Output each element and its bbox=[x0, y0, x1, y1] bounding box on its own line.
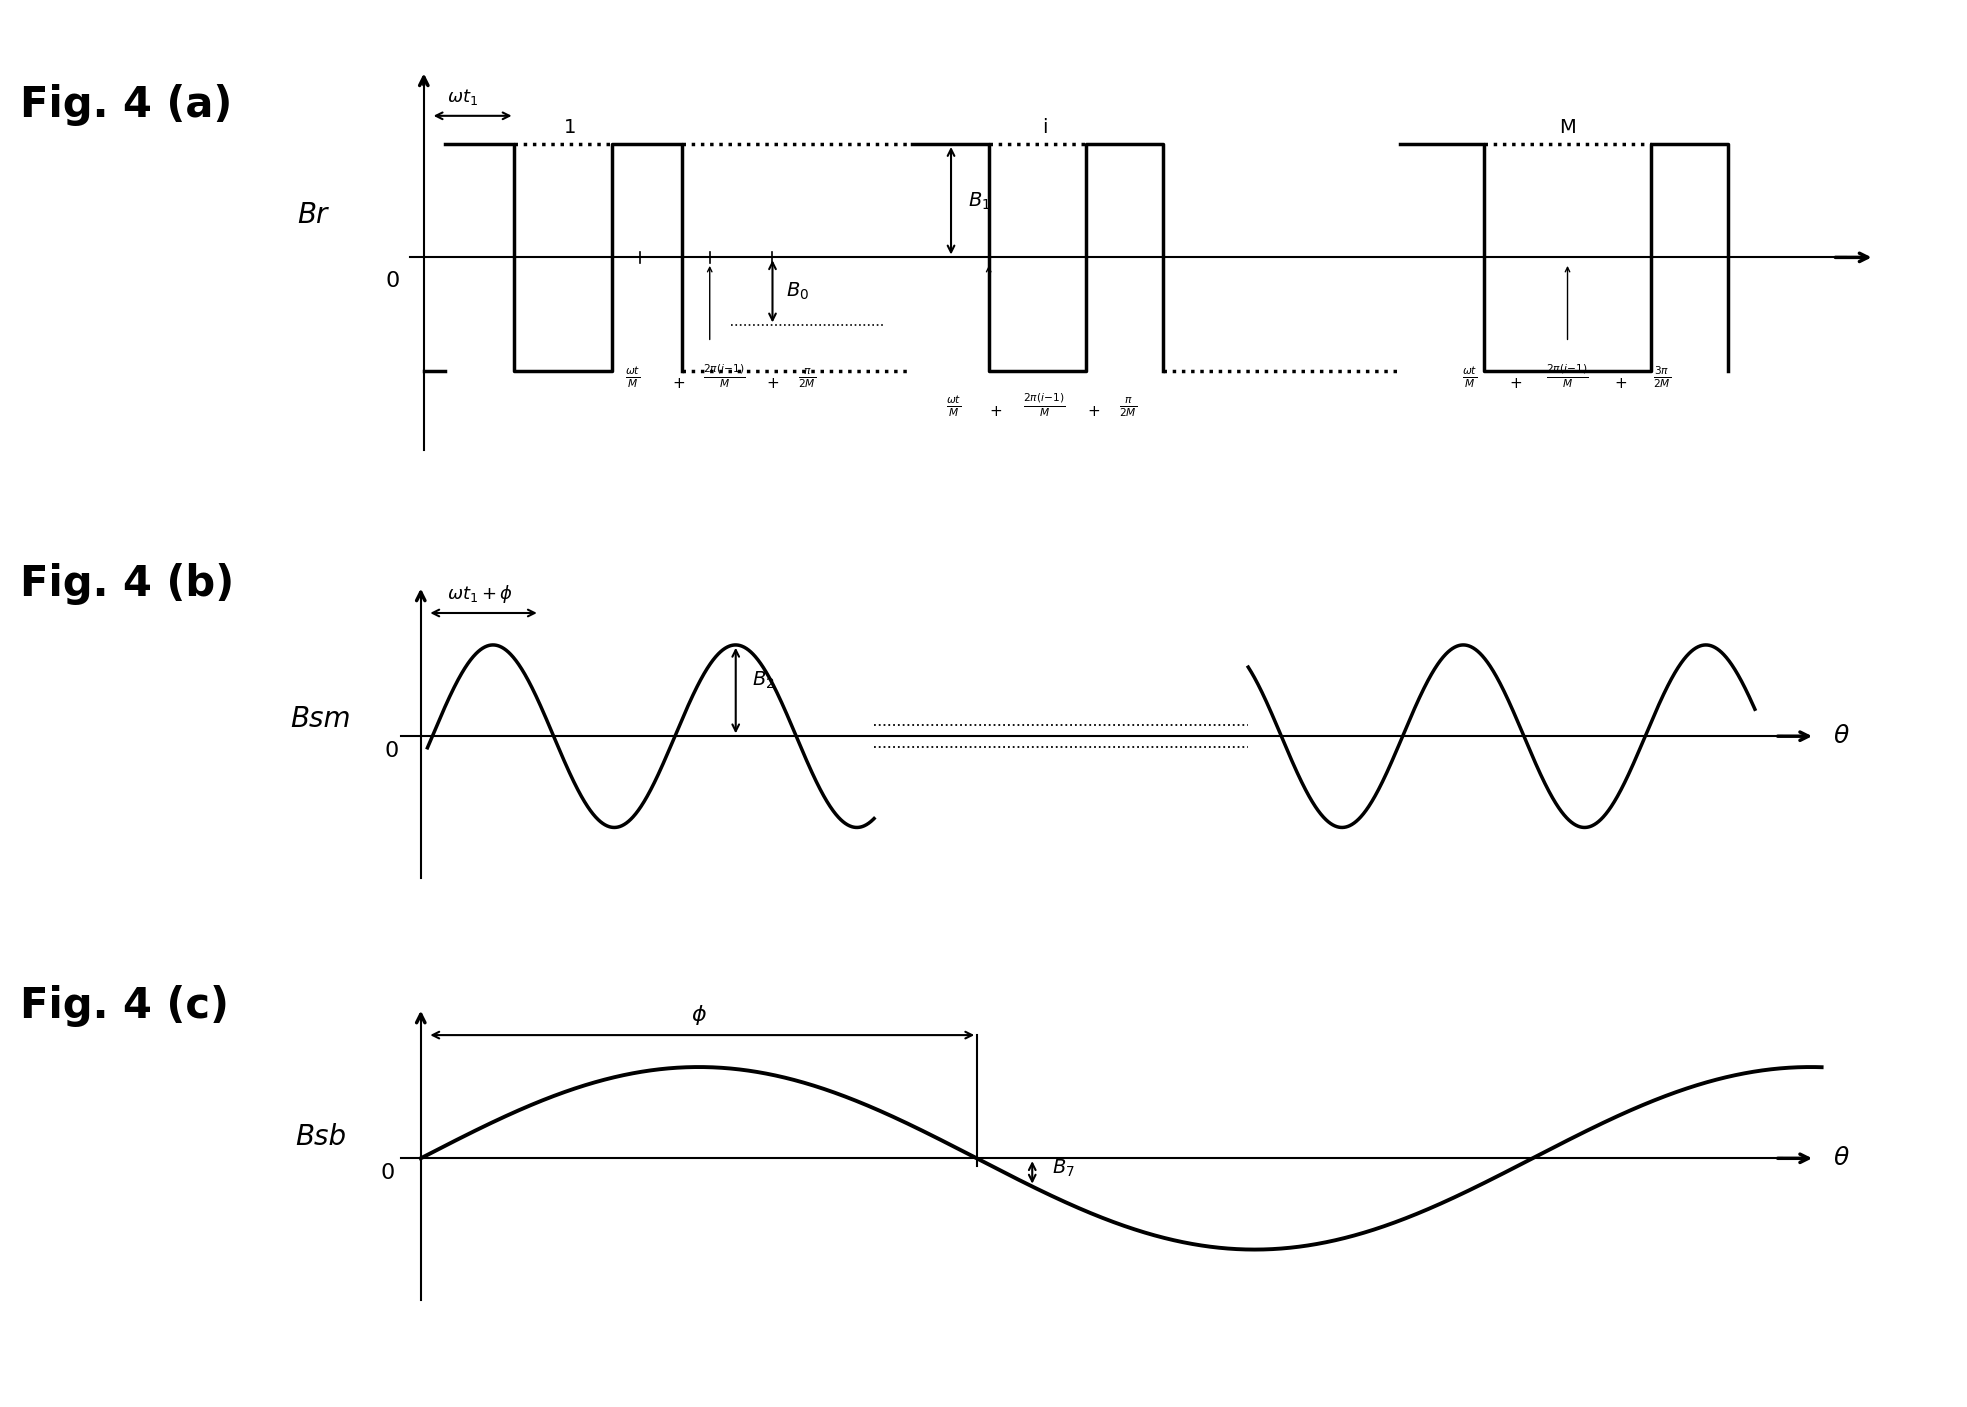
Text: Br: Br bbox=[297, 201, 327, 229]
Text: $B_0$: $B_0$ bbox=[787, 281, 810, 303]
Text: i: i bbox=[1043, 118, 1046, 136]
Text: 1: 1 bbox=[565, 118, 576, 136]
Text: +: + bbox=[1509, 376, 1522, 391]
Text: $\frac{2\pi(i{-}1)}{M}$: $\frac{2\pi(i{-}1)}{M}$ bbox=[1023, 391, 1066, 419]
Text: +: + bbox=[1615, 376, 1627, 391]
Text: $\theta$: $\theta$ bbox=[1833, 725, 1851, 749]
Text: M: M bbox=[1560, 118, 1576, 136]
Text: $\frac{\omega t}{M}$: $\frac{\omega t}{M}$ bbox=[626, 364, 641, 390]
Text: $\frac{\pi}{2M}$: $\frac{\pi}{2M}$ bbox=[799, 367, 816, 390]
Text: Fig. 4 (c): Fig. 4 (c) bbox=[20, 985, 228, 1027]
Text: $\frac{\omega t}{M}$: $\frac{\omega t}{M}$ bbox=[1461, 364, 1477, 390]
Text: Fig. 4 (b): Fig. 4 (b) bbox=[20, 563, 234, 605]
Text: 0: 0 bbox=[384, 740, 399, 761]
Text: Fig. 4 (a): Fig. 4 (a) bbox=[20, 84, 232, 127]
Text: $\phi$: $\phi$ bbox=[690, 1003, 706, 1027]
Text: +: + bbox=[673, 376, 685, 391]
Text: 0: 0 bbox=[380, 1162, 395, 1183]
Text: +: + bbox=[1088, 404, 1100, 419]
Text: $B_1$: $B_1$ bbox=[968, 190, 991, 211]
Text: $\frac{2\pi(i{-}1)}{M}$: $\frac{2\pi(i{-}1)}{M}$ bbox=[1546, 363, 1589, 390]
Text: $B_2$: $B_2$ bbox=[751, 670, 775, 691]
Text: Bsb: Bsb bbox=[295, 1123, 346, 1151]
Text: $\frac{\omega t}{M}$: $\frac{\omega t}{M}$ bbox=[946, 393, 962, 419]
Text: $B_7$: $B_7$ bbox=[1052, 1158, 1076, 1179]
Text: +: + bbox=[765, 376, 779, 391]
Text: Bsm: Bsm bbox=[291, 705, 350, 733]
Text: $\frac{3\pi}{2M}$: $\frac{3\pi}{2M}$ bbox=[1654, 364, 1672, 390]
Text: +: + bbox=[989, 404, 1001, 419]
Text: $\theta$: $\theta$ bbox=[1833, 1147, 1851, 1171]
Text: $\frac{2\pi(i{-}1)}{M}$: $\frac{2\pi(i{-}1)}{M}$ bbox=[702, 363, 745, 390]
Text: $\frac{\pi}{2M}$: $\frac{\pi}{2M}$ bbox=[1119, 395, 1137, 419]
Text: 0: 0 bbox=[386, 272, 399, 291]
Text: $\omega t_1 + \phi$: $\omega t_1 + \phi$ bbox=[447, 584, 513, 605]
Text: $\omega t_1$: $\omega t_1$ bbox=[447, 87, 478, 107]
